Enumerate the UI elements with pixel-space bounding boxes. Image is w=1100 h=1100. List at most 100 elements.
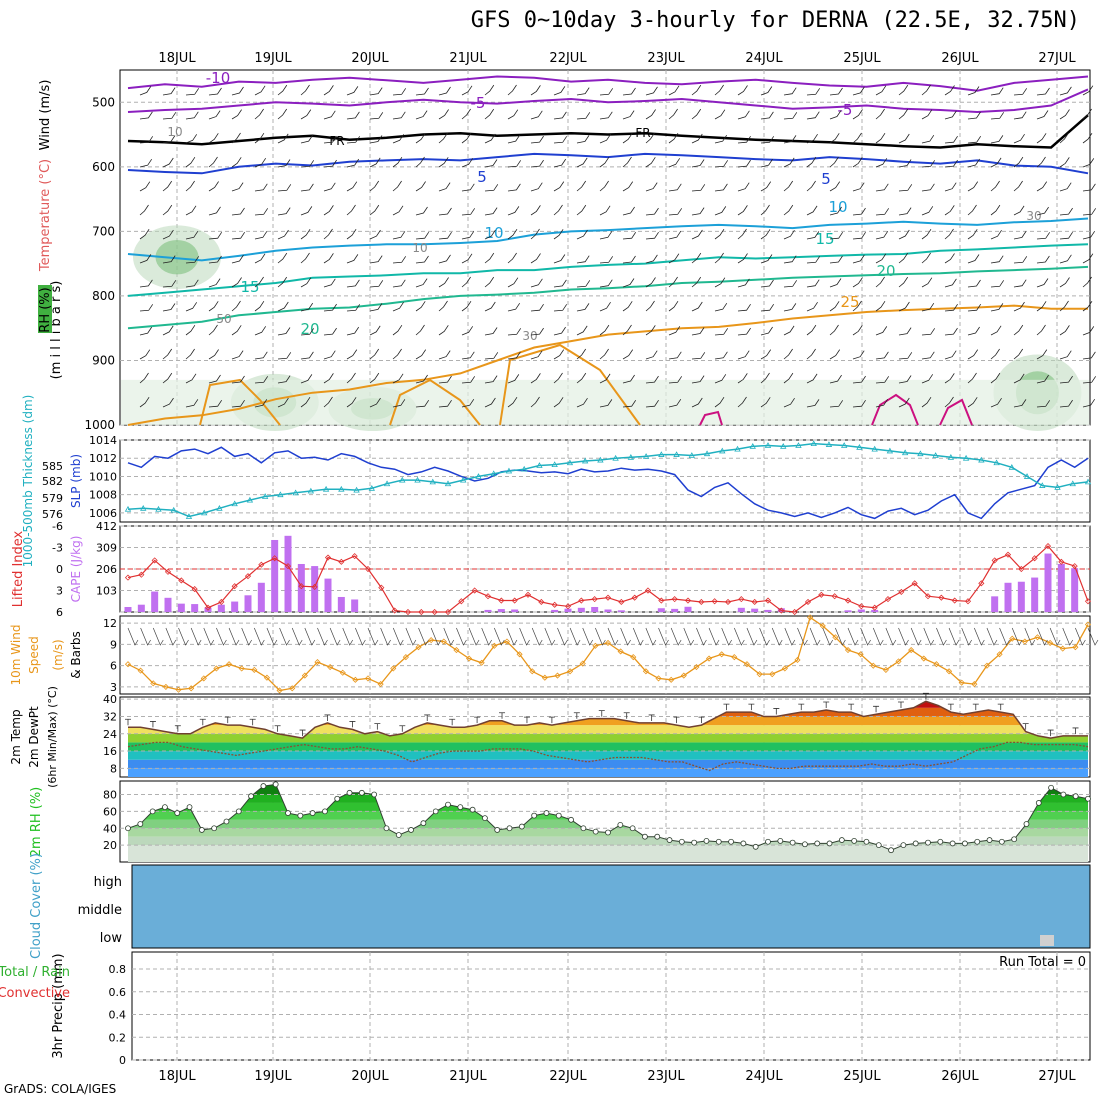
wind-barb — [323, 303, 337, 312]
wind-barb — [576, 157, 588, 168]
wind10-barb — [797, 627, 808, 646]
cape-bar — [1044, 553, 1052, 612]
wind-barb — [162, 280, 177, 288]
cape-bar — [1031, 577, 1039, 612]
wind-barb — [231, 207, 245, 216]
wind-barb — [415, 278, 428, 288]
contour-label: 30 — [1026, 209, 1041, 223]
wind-barb — [898, 108, 909, 120]
temp-minmax-bar — [174, 725, 181, 732]
wind-barb — [185, 256, 200, 264]
wind-barb — [1013, 324, 1024, 336]
cape-bar — [1057, 563, 1065, 612]
wind10-barb — [468, 627, 480, 646]
wind10-marker — [617, 648, 624, 655]
wind-barb — [1059, 399, 1073, 408]
wind-barb — [1013, 88, 1028, 96]
wind10-marker — [933, 661, 940, 668]
wind-barb — [507, 183, 521, 192]
temp-minmax-bar — [848, 703, 855, 711]
wind-barb — [254, 276, 264, 288]
li-marker — [244, 573, 252, 580]
wind-barb — [139, 349, 151, 360]
wind10-barb — [1075, 627, 1086, 646]
wind10-marker — [882, 666, 889, 673]
li-marker — [418, 608, 425, 616]
wind-barb — [231, 182, 244, 192]
wind10-barb — [127, 627, 139, 646]
wind-barb — [415, 324, 425, 336]
wind-barb — [530, 278, 543, 288]
wind10-marker — [630, 654, 637, 661]
rh-band — [128, 845, 1088, 862]
wind-barb — [530, 85, 541, 96]
wind-barb — [944, 396, 954, 408]
wind-barb — [484, 229, 496, 240]
wind-barb — [461, 183, 475, 192]
y-tick-label: 80 — [103, 789, 117, 802]
wind-barb — [921, 134, 935, 144]
wind-barb — [185, 205, 197, 216]
wind-barb — [737, 182, 750, 192]
thickness-marker — [581, 457, 589, 464]
wind-barb — [829, 255, 843, 264]
wind-barb — [990, 397, 1002, 408]
y-tick-label: 500 — [92, 95, 115, 109]
wind10-marker — [200, 675, 207, 682]
wind-barb — [415, 87, 429, 96]
wind10-barb — [721, 627, 732, 646]
li-marker — [698, 598, 705, 606]
wind10-marker — [453, 646, 460, 654]
wind10-marker — [352, 676, 359, 683]
wind-barb — [277, 84, 288, 96]
cape-bar — [871, 609, 879, 612]
rh-marker — [875, 842, 882, 849]
wind-barb — [300, 396, 311, 408]
li-marker — [231, 583, 238, 590]
li-marker — [964, 598, 972, 605]
wind-barb — [714, 374, 727, 384]
wind10-barb — [279, 627, 290, 646]
isotherm-line — [127, 243, 1089, 297]
wind-barb — [415, 206, 428, 216]
date-label-bottom: 27JUL — [1038, 1069, 1076, 1084]
wind-barb — [1059, 350, 1072, 360]
wind-barb — [622, 87, 636, 96]
wind-barb — [875, 276, 885, 288]
wind-barb — [645, 277, 656, 288]
wind-barb — [967, 349, 979, 360]
wind10-marker — [339, 669, 346, 676]
contour-label: 25 — [840, 293, 859, 311]
wind-barb — [967, 86, 980, 96]
wind-barb — [369, 157, 381, 168]
wind10-barb — [1024, 627, 1036, 646]
thickness-marker — [292, 489, 299, 496]
temp-band — [128, 701, 1088, 708]
wind-barb — [254, 231, 268, 240]
wind-barb — [875, 85, 887, 96]
wind-barb — [944, 303, 958, 312]
rh-marker — [703, 838, 710, 844]
wind10-barb — [241, 627, 252, 646]
temp-band — [128, 768, 1088, 777]
wind-barb — [668, 253, 680, 264]
wind-barb — [484, 352, 499, 360]
date-label-top: 26JUL — [941, 51, 979, 66]
wind-barb — [990, 303, 1004, 312]
thickness-marker — [841, 442, 848, 448]
wind-barb — [714, 206, 727, 216]
wind-ylabel-part: & Barbs — [69, 631, 83, 679]
contour-label: -5 — [838, 101, 853, 119]
rh-marker — [174, 810, 181, 816]
cape-bar — [551, 609, 559, 612]
wind-barb — [760, 136, 775, 144]
thickness-marker — [810, 440, 817, 447]
cape-bar — [657, 608, 665, 612]
wind-barb — [162, 180, 173, 192]
wind10-barb — [1037, 627, 1048, 646]
wind-barb — [346, 397, 357, 408]
wind-barb — [875, 208, 890, 216]
wind-barb — [139, 279, 153, 288]
wind-barb — [1082, 351, 1096, 360]
wind-barb — [530, 159, 544, 168]
